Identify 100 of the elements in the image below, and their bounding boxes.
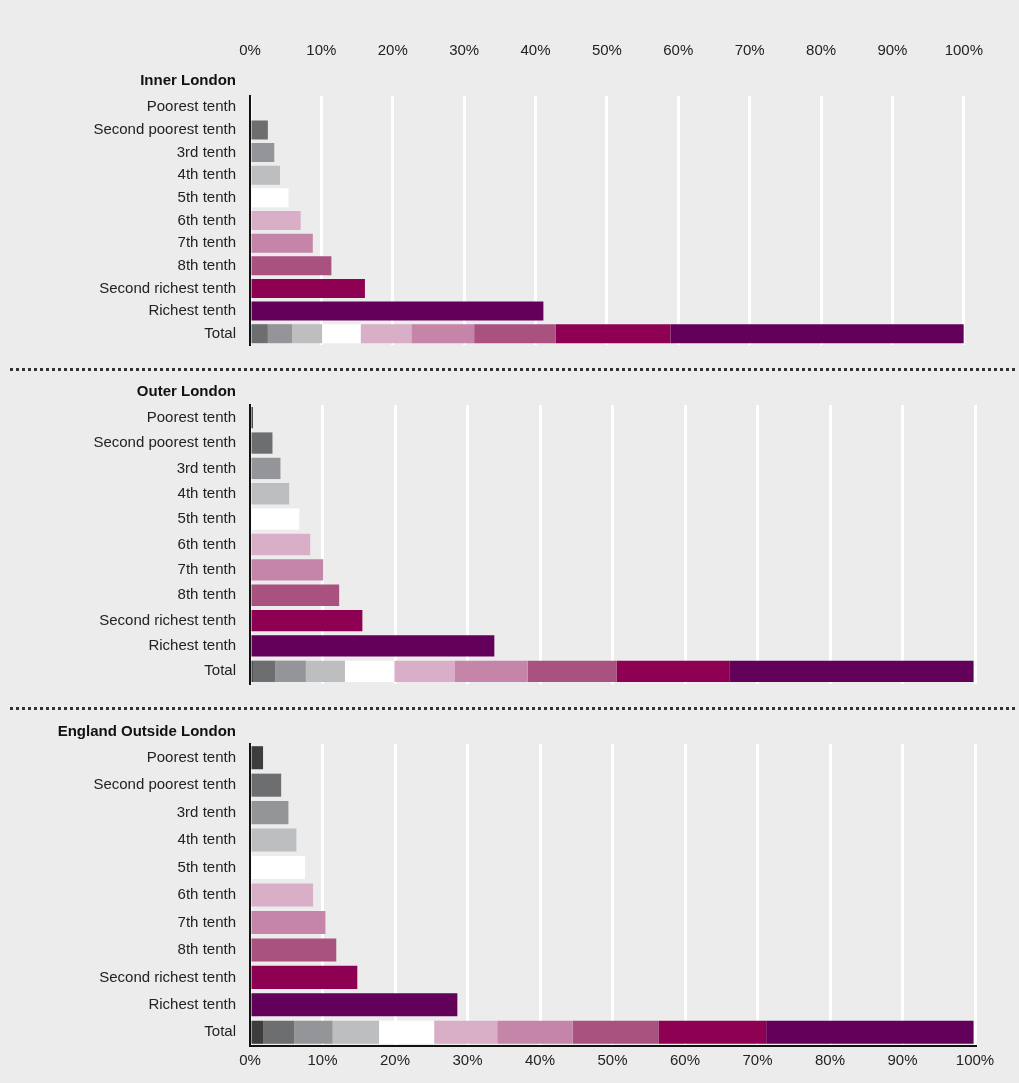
bar <box>294 1020 333 1044</box>
bar <box>251 533 311 556</box>
y-tick-label: 3rd tenth <box>176 142 236 160</box>
y-tick-label: 4th tenth <box>177 483 236 501</box>
bar <box>251 938 337 962</box>
bar <box>292 324 323 344</box>
x-tick-label: 70% <box>742 1051 773 1069</box>
y-tick-label: 7th tenth <box>177 912 236 930</box>
x-tick-label: 100% <box>955 1051 995 1069</box>
bar <box>251 432 273 454</box>
bar <box>394 660 455 682</box>
x-tick-label: 70% <box>734 41 765 59</box>
y-tick-label: Total <box>204 323 236 341</box>
y-tick-label: Second poorest tenth <box>93 775 236 793</box>
bar <box>251 801 289 825</box>
y-tick-label: Richest tenth <box>148 994 236 1012</box>
bar <box>251 233 313 253</box>
x-tick-label: 40% <box>520 41 551 59</box>
bar <box>454 660 528 682</box>
bar <box>670 324 964 344</box>
x-tick-label: 60% <box>663 41 694 59</box>
bar <box>251 165 280 185</box>
y-tick-label: Poorest tenth <box>146 747 236 765</box>
y-tick-label: Total <box>204 1022 236 1040</box>
x-tick-label: 10% <box>306 41 337 59</box>
y-tick-label: 7th tenth <box>177 560 236 577</box>
chart-title: Outer London <box>136 381 236 399</box>
bar <box>729 660 974 682</box>
bar <box>251 210 301 231</box>
y-tick-label: 5th tenth <box>177 857 236 875</box>
y-tick-label: Second richest tenth <box>99 278 236 296</box>
bar <box>267 324 293 344</box>
x-tick-label: 10% <box>307 1051 338 1069</box>
bar <box>251 584 340 606</box>
y-tick-label: Richest tenth <box>148 636 236 654</box>
bar <box>572 1020 659 1044</box>
y-tick-label: Second poorest tenth <box>93 120 236 138</box>
x-tick-label: 50% <box>597 1051 628 1069</box>
y-tick-label: 5th tenth <box>177 509 236 527</box>
y-tick-label: 3rd tenth <box>176 458 236 476</box>
bar <box>251 457 281 480</box>
bar <box>251 301 544 321</box>
bar <box>766 1020 974 1044</box>
bar <box>527 660 617 682</box>
bar <box>474 324 556 344</box>
bar <box>252 660 276 682</box>
bar <box>411 324 475 344</box>
y-tick-label: Total <box>204 661 236 679</box>
y-tick-label: 6th tenth <box>177 210 236 228</box>
bar <box>251 483 290 505</box>
x-tick-label: 20% <box>377 41 408 59</box>
chart-title: England Outside London <box>57 721 236 739</box>
y-tick-label: 8th tenth <box>177 255 236 273</box>
bar <box>434 1020 498 1044</box>
bar <box>251 828 297 852</box>
y-tick-label: Poorest tenth <box>146 97 236 115</box>
x-tick-label: 40% <box>524 1051 556 1069</box>
y-tick-label: 5th tenth <box>177 188 236 205</box>
x-tick-label: 60% <box>669 1051 701 1069</box>
bar <box>251 256 332 276</box>
bar <box>251 746 264 770</box>
bar <box>263 1020 295 1044</box>
bar <box>251 910 326 934</box>
y-tick-label: Poorest tenth <box>146 407 236 425</box>
bar <box>251 965 358 989</box>
y-tick-label: 6th tenth <box>177 885 236 903</box>
y-tick-label: Richest tenth <box>148 301 236 319</box>
y-tick-label: Second richest tenth <box>99 967 236 985</box>
bar <box>251 559 324 581</box>
y-tick-label: 8th tenth <box>177 585 236 603</box>
bar <box>251 609 363 632</box>
bar <box>251 120 268 140</box>
bar <box>658 1020 767 1044</box>
bar <box>497 1020 573 1044</box>
x-tick-label: 50% <box>591 41 622 59</box>
bar <box>360 324 412 344</box>
chart-title: Inner London <box>140 71 236 89</box>
bar <box>251 324 268 344</box>
y-tick-label: Second richest tenth <box>99 610 236 628</box>
x-tick-label: 20% <box>379 1051 411 1069</box>
bar <box>344 660 395 682</box>
bar <box>332 1020 380 1044</box>
y-tick-label: 6th tenth <box>177 534 236 552</box>
x-tick-label: 30% <box>449 41 480 59</box>
bar <box>616 660 730 682</box>
x-tick-label: 90% <box>887 1051 918 1069</box>
bar <box>251 993 458 1017</box>
bar <box>275 660 306 682</box>
bar <box>251 278 365 298</box>
y-tick-label: 4th tenth <box>177 165 236 183</box>
y-tick-label: Second poorest tenth <box>93 433 236 451</box>
x-tick-label: 80% <box>814 1051 846 1069</box>
x-tick-label: 30% <box>452 1051 483 1069</box>
y-tick-label: 4th tenth <box>177 830 236 848</box>
x-tick-label: 90% <box>877 41 908 59</box>
x-tick-label: 0% <box>239 41 261 59</box>
bar <box>251 773 282 797</box>
y-tick-label: 8th tenth <box>177 940 236 958</box>
x-tick-label: 80% <box>806 41 837 59</box>
x-tick-label: 0% <box>239 1051 261 1069</box>
